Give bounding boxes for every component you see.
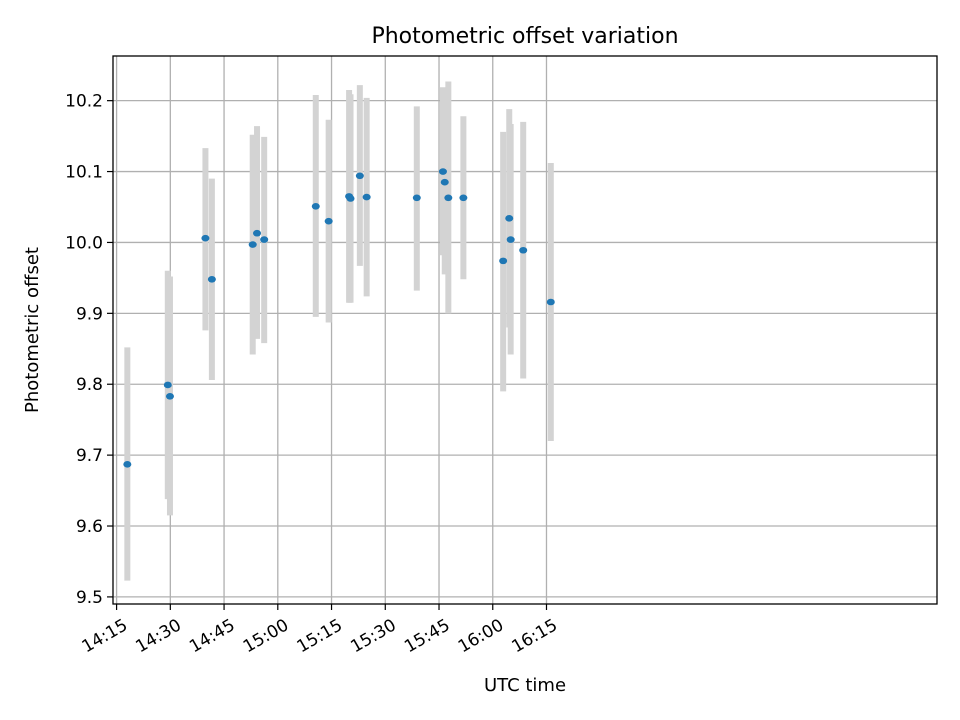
data-point xyxy=(412,194,421,202)
data-point xyxy=(248,241,257,248)
x-tick-label: 14:30 xyxy=(132,615,184,657)
data-point xyxy=(440,178,449,186)
data-point xyxy=(311,202,320,210)
y-tick-label: 9.7 xyxy=(76,446,103,466)
x-tick-label: 15:30 xyxy=(347,615,399,657)
y-tick-label: 9.6 xyxy=(76,517,103,537)
data-points xyxy=(123,168,555,468)
x-tick-label: 15:45 xyxy=(401,615,453,657)
x-tick-label: 16:00 xyxy=(455,615,507,657)
data-point xyxy=(505,215,514,222)
data-point xyxy=(207,276,216,283)
error-bars xyxy=(124,81,554,581)
data-point xyxy=(362,193,371,201)
data-point xyxy=(324,217,333,225)
data-point xyxy=(506,236,515,243)
y-tick-label: 9.8 xyxy=(76,375,103,395)
y-tick-label: 10.2 xyxy=(65,92,103,112)
data-point xyxy=(438,168,447,175)
x-tick-label: 15:15 xyxy=(294,615,346,657)
x-axis-label: UTC time xyxy=(484,675,566,696)
y-tick-label: 9.5 xyxy=(76,588,103,608)
y-tick-label: 9.9 xyxy=(76,304,103,324)
data-point xyxy=(165,392,174,400)
data-point xyxy=(346,195,355,202)
data-point xyxy=(444,194,453,202)
data-point xyxy=(519,246,528,254)
x-tick-label: 14:45 xyxy=(186,615,238,657)
y-tick-label: 10.1 xyxy=(65,163,103,183)
data-point xyxy=(499,257,508,265)
data-point xyxy=(459,194,468,202)
data-point xyxy=(546,298,555,306)
data-point xyxy=(253,229,262,237)
plot-frame xyxy=(112,55,938,605)
x-tick-label: 15:00 xyxy=(240,615,292,657)
chart-title: Photometric offset variation xyxy=(371,24,678,49)
x-tick-label: 14:15 xyxy=(79,615,131,657)
x-tick-label: 16:15 xyxy=(509,615,561,657)
data-point xyxy=(123,461,132,468)
data-point xyxy=(355,172,364,180)
data-point xyxy=(163,381,172,389)
data-point xyxy=(201,234,210,242)
data-point xyxy=(260,236,269,243)
y-tick-label: 10.0 xyxy=(65,233,103,253)
y-axis-label: Photometric offset xyxy=(22,247,43,413)
